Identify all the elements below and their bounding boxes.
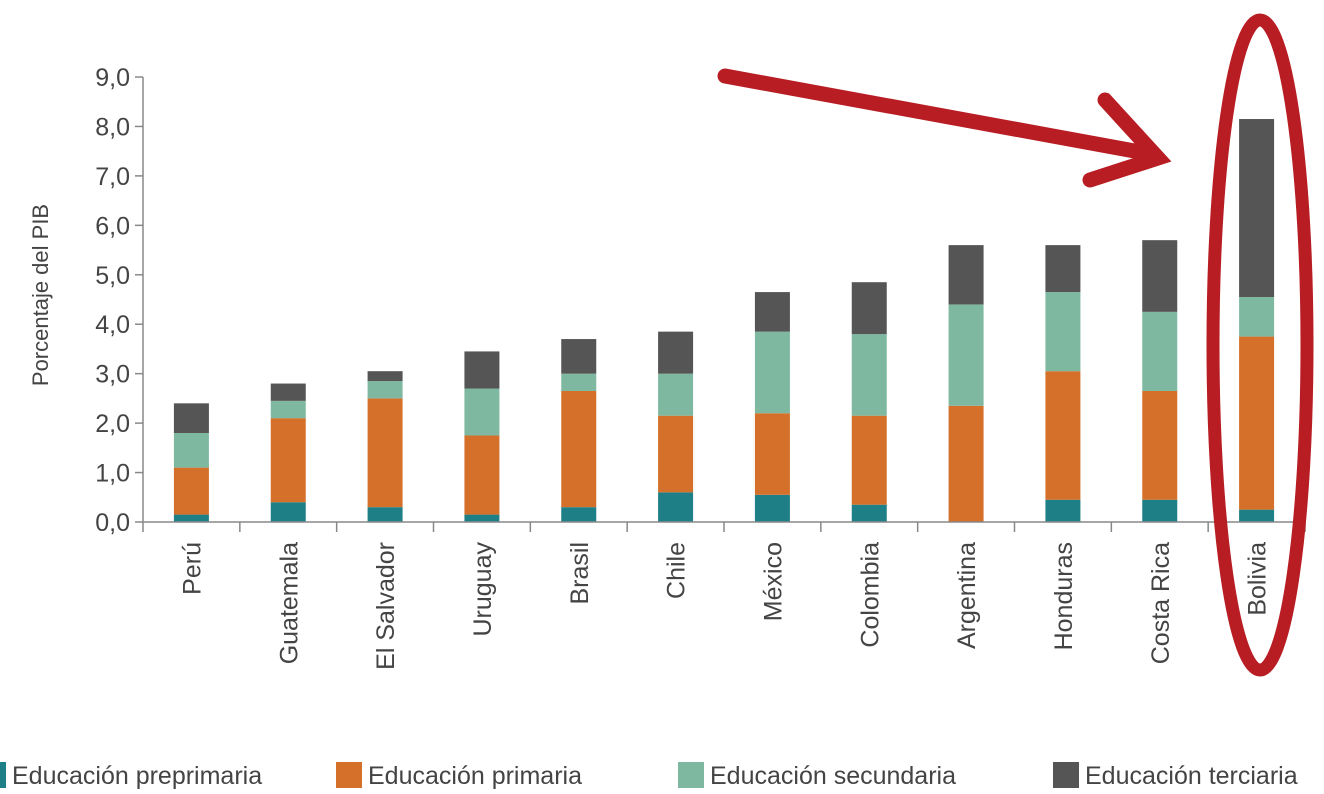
y-axis: 0,0 1,0 2,0 3,0 4,0 5,0 6,0 7,0 8,0 9,0	[95, 64, 144, 537]
x-tick-label: Honduras	[1050, 542, 1078, 650]
bar-segment	[1142, 240, 1178, 312]
bar-segment	[1142, 499, 1178, 522]
bar-segment	[1142, 390, 1178, 500]
bar-segment	[1239, 509, 1275, 522]
y-tick-label: 8,0	[95, 113, 130, 141]
bar-segment	[1239, 297, 1275, 337]
arrow-shaft	[717, 68, 1148, 160]
x-tick-label: Costa Rica	[1147, 542, 1175, 664]
bar-segment	[1239, 336, 1275, 510]
bar-segment	[367, 398, 403, 508]
bar-segment	[658, 415, 694, 493]
bar-segment	[1045, 292, 1081, 372]
bar-segment	[464, 435, 500, 515]
bar-segment	[754, 331, 790, 414]
y-axis-label: Porcentaje del PIB	[28, 204, 53, 386]
x-tick-label: El Salvador	[372, 542, 400, 670]
legend-swatch	[1053, 762, 1079, 788]
x-tick-label: Chile	[663, 542, 691, 599]
x-tick-label: México	[759, 542, 787, 621]
bar-segment	[367, 381, 403, 399]
x-tick-label: Argentina	[953, 542, 981, 649]
bar-segment	[658, 492, 694, 522]
legend-swatch	[336, 762, 362, 788]
bar-segment	[658, 331, 694, 374]
bar-segment	[1045, 371, 1081, 500]
y-tick-label: 4,0	[95, 311, 130, 339]
bar-segment	[270, 383, 306, 401]
x-tick-label: Guatemala	[275, 542, 303, 664]
legend-label: Educación preprimaria	[12, 762, 262, 790]
x-tick-label: Brasil	[566, 542, 594, 605]
bar-segment	[754, 494, 790, 522]
legend-label: Educación terciaria	[1085, 762, 1298, 790]
y-tick-label: 0,0	[95, 509, 130, 537]
bars	[173, 119, 1275, 522]
x-axis: Perú Guatemala El Salvador Uruguay Brasil Chi…	[142, 521, 1306, 670]
bar-segment	[270, 400, 306, 419]
bar-segment	[1045, 499, 1081, 522]
bar-segment	[561, 339, 597, 374]
y-tick-label: 9,0	[95, 64, 130, 92]
x-tick-label: Perú	[178, 542, 206, 595]
bar-segment	[754, 292, 790, 332]
bar-segment	[948, 304, 984, 406]
bar-segment	[754, 413, 790, 495]
bar-segment	[1045, 245, 1081, 293]
bar-segment	[851, 334, 887, 416]
bar-segment	[948, 245, 984, 305]
bar-segment	[173, 433, 209, 468]
bar-segment	[464, 388, 500, 436]
bar-segment	[851, 282, 887, 335]
y-tick-label: 5,0	[95, 262, 130, 290]
x-tick-label: Bolivia	[1244, 542, 1272, 616]
bar-segment	[270, 502, 306, 522]
y-tick-label: 6,0	[95, 212, 130, 240]
legend-swatch	[678, 762, 704, 788]
bar-segment	[658, 373, 694, 416]
bar-segment	[851, 415, 887, 505]
highlight-ellipse	[1206, 13, 1314, 677]
bar-segment	[1142, 311, 1178, 391]
bar-segment	[561, 390, 597, 508]
bar-segment	[561, 373, 597, 391]
bar-segment	[464, 514, 500, 522]
bar-segment	[367, 371, 403, 382]
bar-segment	[464, 351, 500, 389]
y-tick-label: 7,0	[95, 163, 130, 191]
bar-segment	[367, 507, 403, 522]
legend-swatch	[0, 762, 6, 788]
bar-segment	[851, 504, 887, 522]
legend-label: Educación secundaria	[710, 762, 956, 790]
y-tick-label: 1,0	[95, 460, 130, 488]
bar-segment	[270, 418, 306, 503]
y-tick-label: 2,0	[95, 410, 130, 438]
x-tick-label: Colombia	[856, 542, 884, 648]
legend: Educación preprimaria Educación primaria E…	[0, 762, 1298, 790]
x-tick-label: Uruguay	[469, 542, 497, 637]
bar-segment	[173, 514, 209, 522]
arrow-head	[1082, 92, 1172, 188]
bar-segment	[948, 405, 984, 522]
legend-label: Educación primaria	[368, 762, 582, 790]
bar-segment	[173, 403, 209, 433]
annotations	[717, 13, 1314, 677]
bar-segment	[561, 507, 597, 522]
bar-segment	[1239, 119, 1275, 298]
bar-segment	[173, 467, 209, 515]
y-tick-label: 3,0	[95, 361, 130, 389]
